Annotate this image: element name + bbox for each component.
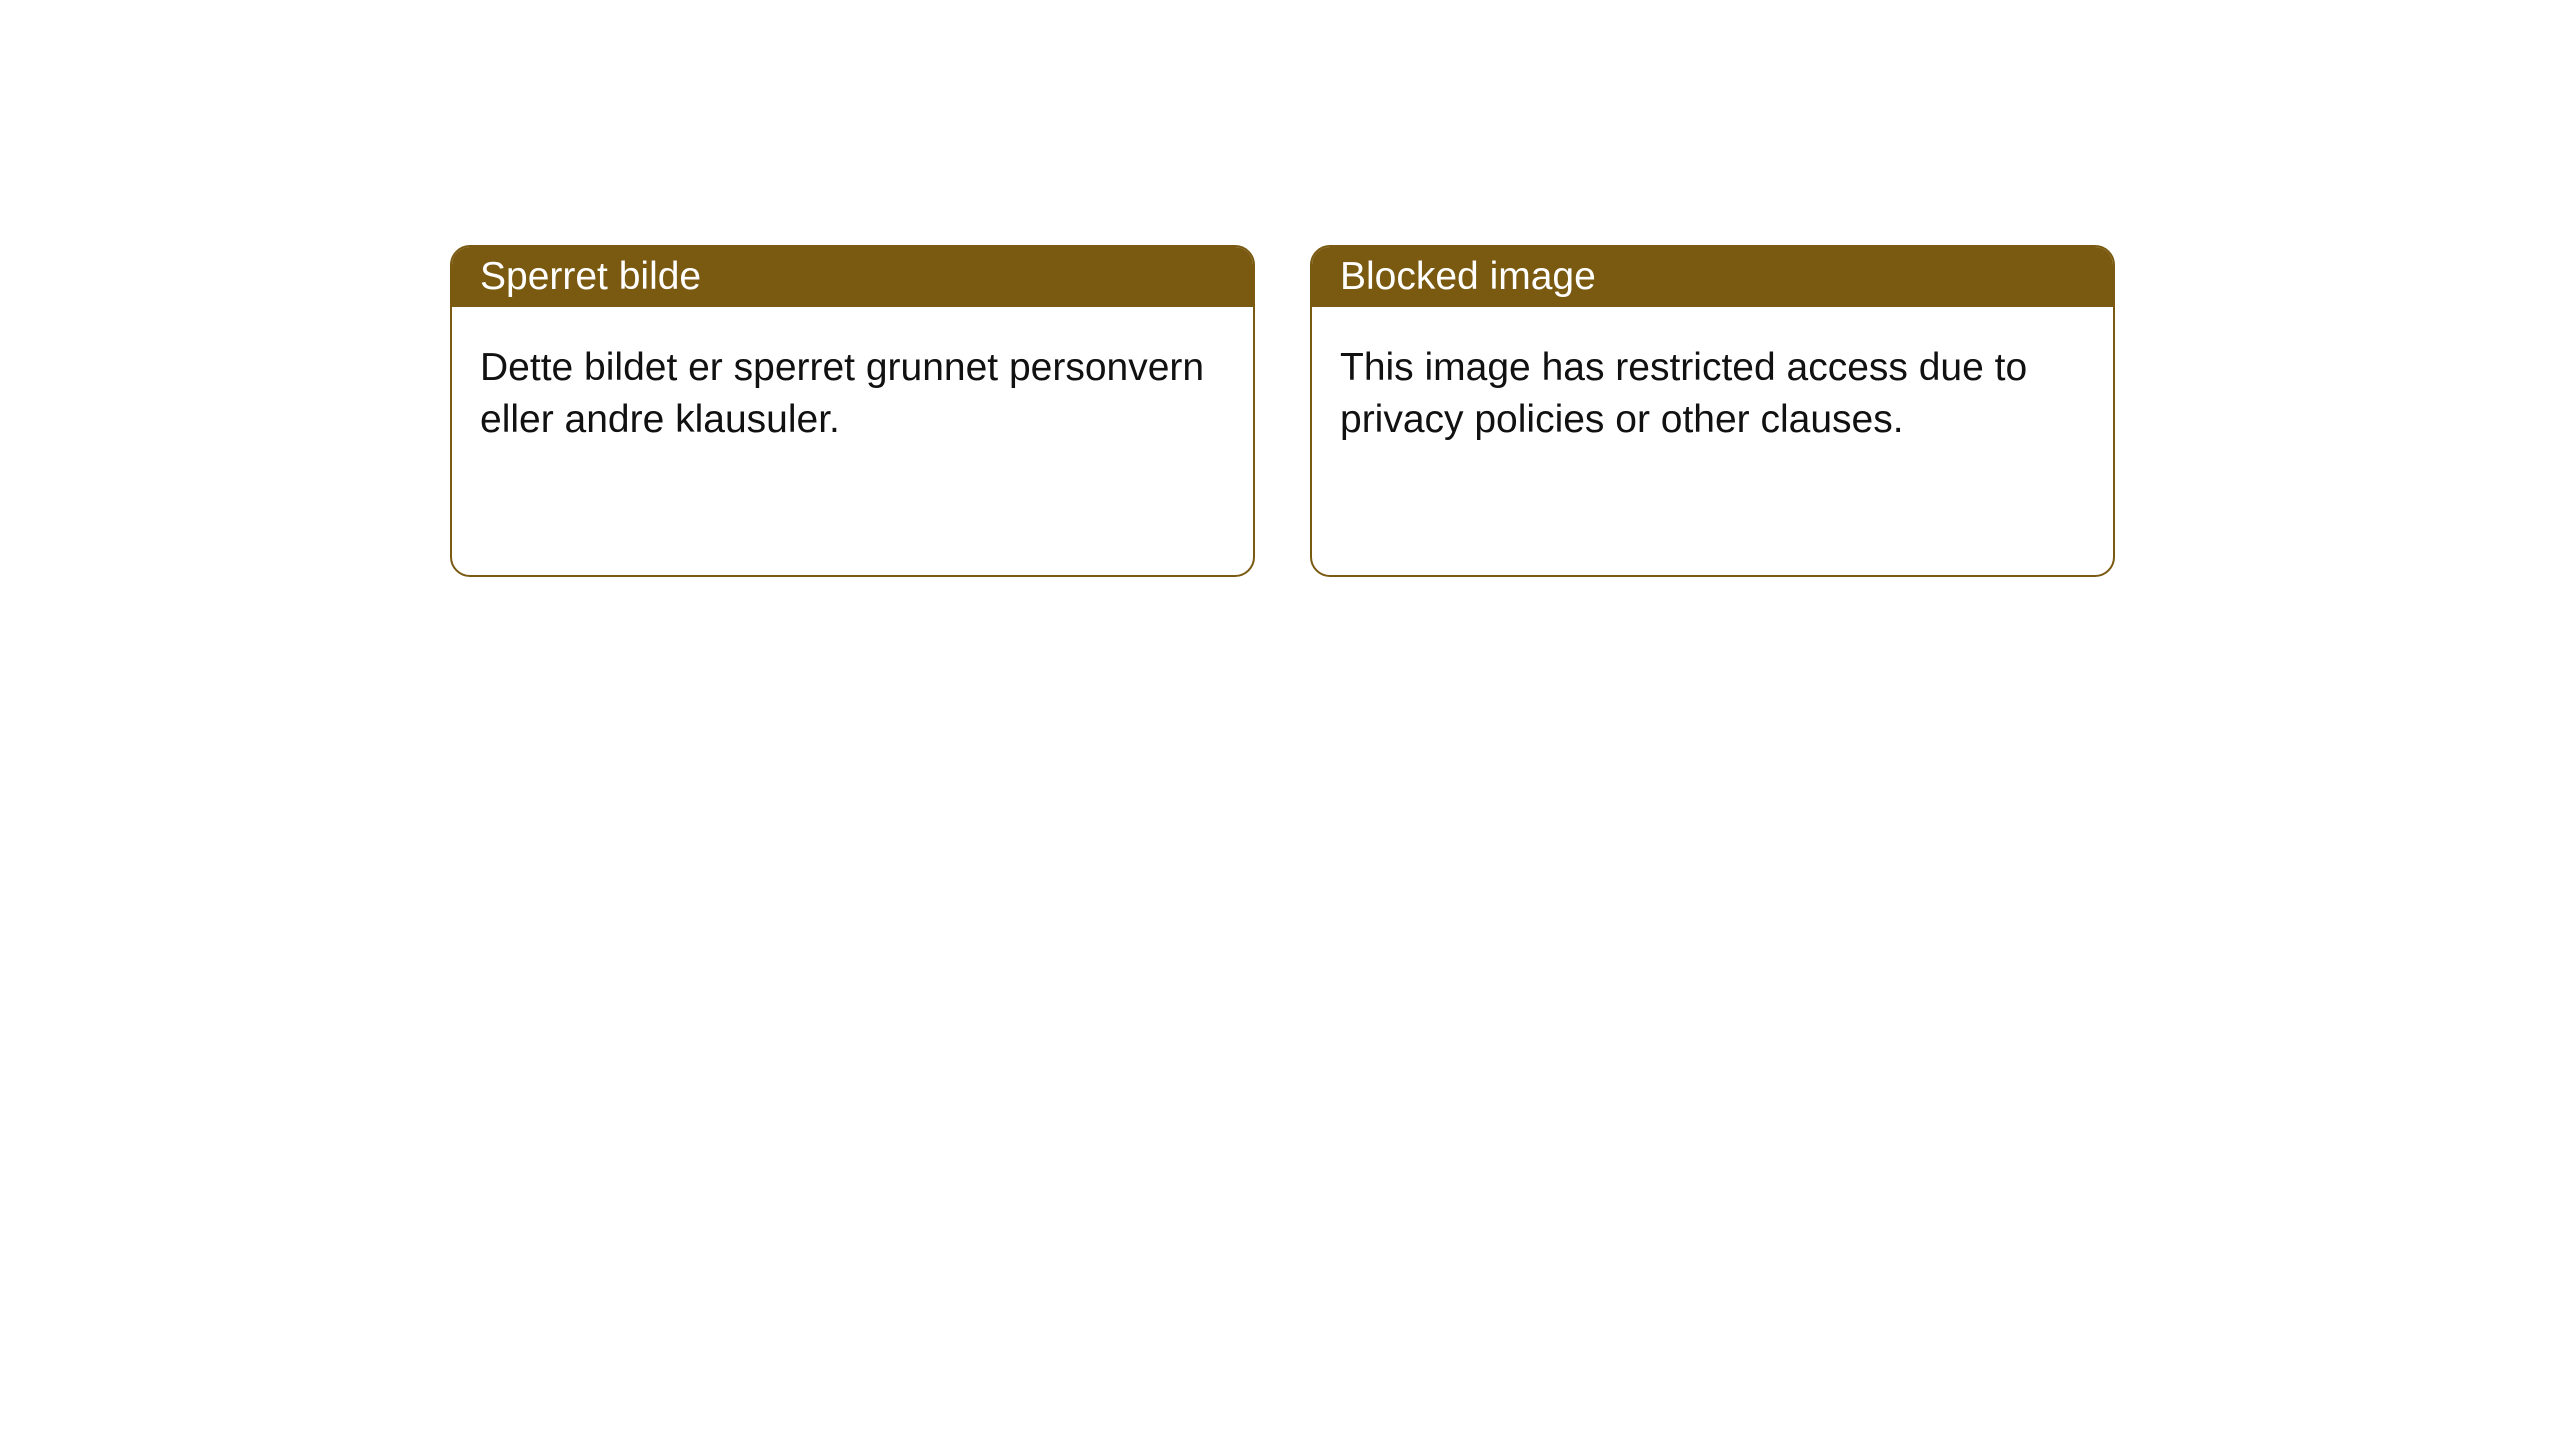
notice-card-body-en: This image has restricted access due to … bbox=[1312, 307, 2113, 481]
notice-card-no: Sperret bilde Dette bildet er sperret gr… bbox=[450, 245, 1255, 577]
notice-card-header-en: Blocked image bbox=[1312, 247, 2113, 307]
notice-card-en: Blocked image This image has restricted … bbox=[1310, 245, 2115, 577]
notice-cards-container: Sperret bilde Dette bildet er sperret gr… bbox=[0, 0, 2560, 577]
notice-card-body-no: Dette bildet er sperret grunnet personve… bbox=[452, 307, 1253, 481]
notice-card-header-no: Sperret bilde bbox=[452, 247, 1253, 307]
